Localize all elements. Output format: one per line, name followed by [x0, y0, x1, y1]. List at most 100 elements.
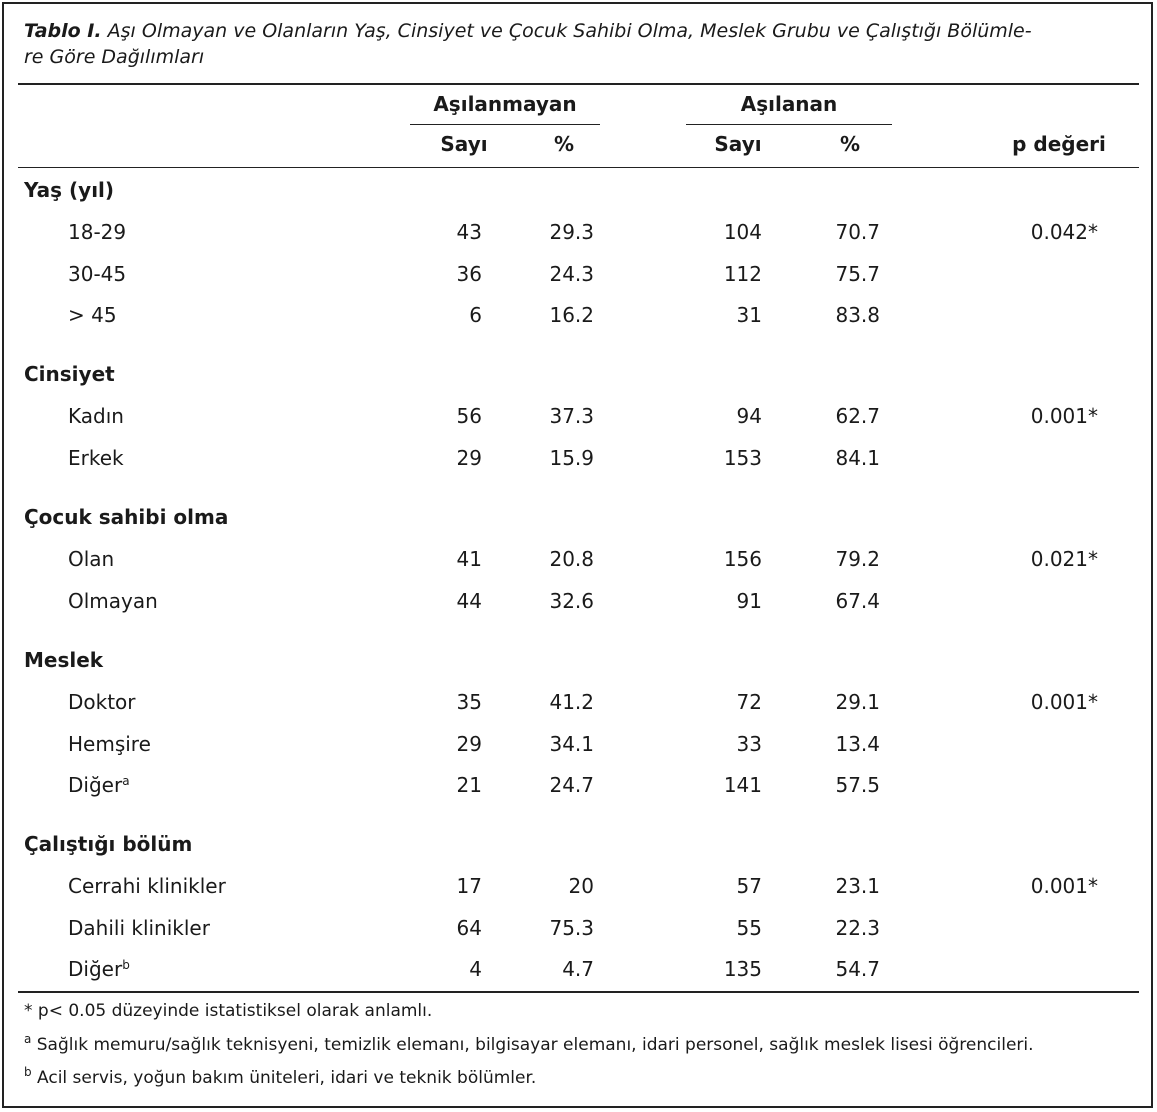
category-title: Çalıştığı bölüm	[24, 832, 193, 856]
unvaccinated-count: 35	[456, 690, 482, 714]
unvaccinated-count: 29	[456, 732, 482, 756]
unvaccinated-count: 41	[456, 547, 482, 571]
footnote-mark: b	[24, 1065, 32, 1079]
row-label: 30-45	[68, 262, 126, 286]
row-label: Doktor	[68, 690, 136, 714]
unvaccinated-percent: 4.7	[562, 957, 594, 981]
row-label: Olmayan	[68, 589, 158, 613]
vaccinated-percent: 29.1	[835, 690, 880, 714]
p-value: 0.021*	[1030, 547, 1098, 571]
unvaccinated-count: 43	[456, 220, 482, 244]
row-label: > 45	[68, 303, 117, 327]
unvaccinated-percent: 29.3	[549, 220, 594, 244]
row-label: Kadın	[68, 404, 124, 428]
unvaccinated-percent: 37.3	[549, 404, 594, 428]
top-rule	[18, 83, 1139, 85]
vaccinated-percent: 23.1	[835, 874, 880, 898]
vaccinated-percent: 57.5	[835, 773, 880, 797]
row-label: Dahili klinikler	[68, 916, 210, 940]
vaccinated-percent: 67.4	[835, 589, 880, 613]
footnote-marker: b	[122, 958, 130, 972]
table-caption: Tablo I. Aşı Olmayan ve Olanların Yaş, C…	[24, 18, 1139, 70]
vaccinated-count: 112	[723, 262, 762, 286]
unvaccinated-count: 64	[456, 916, 482, 940]
header-percent-1: %	[553, 132, 575, 156]
row-label-text: 18-29	[68, 220, 127, 244]
header-count-2: Sayı	[714, 132, 762, 156]
caption-text-1: Aşı Olmayan ve Olanların Yaş, Cinsiyet v…	[101, 20, 1032, 42]
unvaccinated-count: 36	[456, 262, 482, 286]
p-value: 0.001*	[1030, 404, 1098, 428]
vaccinated-count: 55	[736, 916, 762, 940]
footnote: a Sağlık memuru/sağlık teknisyeni, temiz…	[24, 1032, 1034, 1056]
vaccinated-count: 72	[736, 690, 762, 714]
vaccinated-percent: 54.7	[835, 957, 880, 981]
header-unvaccinated: Aşılanmayan	[433, 92, 577, 116]
unvaccinated-percent: 24.3	[549, 262, 594, 286]
footnote-mark: *	[24, 1001, 33, 1021]
row-label-text: Erkek	[68, 446, 124, 470]
footnote-text: p< 0.05 düzeyinde istatistiksel olarak a…	[32, 1001, 433, 1021]
vaccinated-count: 33	[736, 732, 762, 756]
row-label-text: Olan	[68, 547, 115, 571]
unvaccinated-count: 29	[456, 446, 482, 470]
row-label-text: 30-45	[68, 262, 127, 286]
caption-text-2: re Göre Dağılımları	[24, 46, 205, 68]
unvaccinated-percent: 24.7	[549, 773, 594, 797]
header-vaccinated: Aşılanan	[740, 92, 838, 116]
row-label: Diğerb	[68, 957, 130, 981]
row-label-text: Diğer	[68, 957, 123, 981]
unvaccinated-count: 6	[469, 303, 482, 327]
vaccinated-underline	[686, 124, 892, 126]
vaccinated-percent: 84.1	[835, 446, 880, 470]
vaccinated-percent: 13.4	[835, 732, 880, 756]
row-label-text: Cerrahi klinikler	[68, 874, 226, 898]
vaccinated-count: 91	[736, 589, 762, 613]
p-value: 0.042*	[1030, 220, 1098, 244]
row-label-text: Dahili klinikler	[68, 916, 210, 940]
footnote-mark: a	[24, 1032, 32, 1046]
vaccinated-percent: 79.2	[835, 547, 880, 571]
vaccinated-percent: 70.7	[835, 220, 880, 244]
unvaccinated-percent: 16.2	[549, 303, 594, 327]
footnote-text: Acil servis, yoğun bakım üniteleri, idar…	[31, 1068, 537, 1088]
row-label: Olan	[68, 547, 114, 571]
p-value: 0.001*	[1030, 690, 1098, 714]
vaccinated-percent: 22.3	[835, 916, 880, 940]
unvaccinated-percent: 32.6	[549, 589, 594, 613]
vaccinated-count: 156	[723, 547, 762, 571]
vaccinated-count: 141	[723, 773, 762, 797]
unvaccinated-percent: 75.3	[549, 916, 594, 940]
header-pvalue: p değeri	[1012, 132, 1106, 156]
row-label: Diğera	[68, 773, 130, 797]
unvaccinated-percent: 20	[568, 874, 594, 898]
unvaccinated-count: 44	[456, 589, 482, 613]
row-label: Erkek	[68, 446, 124, 470]
header-count-1: Sayı	[440, 132, 488, 156]
row-label-text: Doktor	[68, 690, 136, 714]
vaccinated-percent: 83.8	[835, 303, 880, 327]
unvaccinated-percent: 41.2	[549, 690, 594, 714]
footnote: * p< 0.05 düzeyinde istatistiksel olarak…	[24, 1000, 432, 1022]
row-label: Hemşire	[68, 732, 151, 756]
unvaccinated-underline	[410, 124, 600, 126]
category-title: Çocuk sahibi olma	[24, 505, 229, 529]
unvaccinated-count: 4	[469, 957, 482, 981]
unvaccinated-percent: 15.9	[549, 446, 594, 470]
footnote: b Acil servis, yoğun bakım üniteleri, id…	[24, 1065, 537, 1089]
caption-label: Tablo I.	[24, 20, 102, 42]
category-title: Meslek	[24, 648, 104, 672]
unvaccinated-percent: 20.8	[549, 547, 594, 571]
unvaccinated-percent: 34.1	[549, 732, 594, 756]
vaccinated-count: 135	[723, 957, 762, 981]
vaccinated-count: 57	[736, 874, 762, 898]
vaccinated-count: 153	[723, 446, 762, 470]
vaccinated-count: 31	[736, 303, 762, 327]
row-label: 18-29	[68, 220, 126, 244]
footnote-text: Sağlık memuru/sağlık teknisyeni, temizli…	[31, 1035, 1034, 1055]
header-percent-2: %	[839, 132, 861, 156]
vaccinated-percent: 75.7	[835, 262, 880, 286]
category-title: Yaş (yıl)	[24, 178, 115, 202]
row-label-text: Olmayan	[68, 589, 158, 613]
